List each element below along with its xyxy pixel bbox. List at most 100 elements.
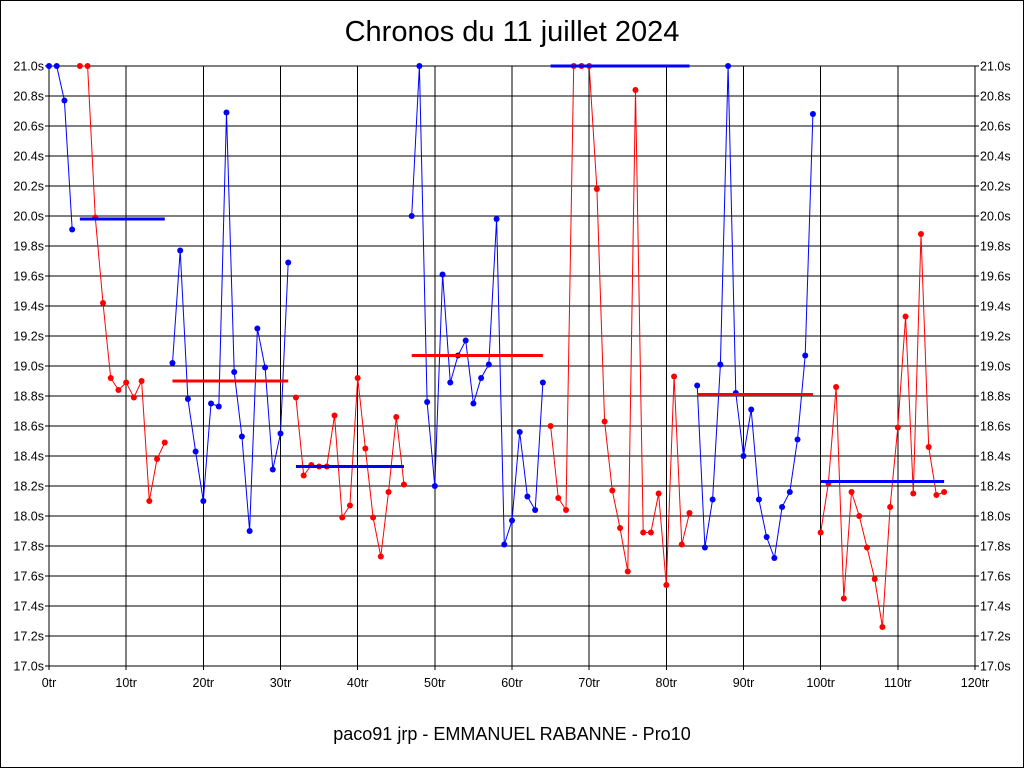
lap-time-point xyxy=(879,624,886,630)
lap-time-point xyxy=(516,429,523,435)
y-tick-label-right: 18.6s xyxy=(980,420,1011,434)
lap-time-point xyxy=(532,507,539,513)
y-tick-label-left: 20.4s xyxy=(13,150,44,164)
x-tick-label: 100tr xyxy=(806,676,835,690)
y-tick-label-left: 20.0s xyxy=(13,210,44,224)
lap-time-point xyxy=(902,313,909,320)
y-tick-label-left: 20.6s xyxy=(13,120,44,134)
y-tick-label-left: 17.2s xyxy=(13,630,44,644)
lap-time-point xyxy=(69,226,76,233)
lap-time-line xyxy=(550,65,690,586)
lap-time-point xyxy=(138,378,145,384)
lap-time-point xyxy=(771,555,778,561)
lap-time-point xyxy=(887,504,894,510)
y-tick-label-right: 18.2s xyxy=(980,480,1011,494)
lap-time-point xyxy=(447,379,454,386)
y-tick-label-right: 20.4s xyxy=(980,150,1011,164)
lap-time-point xyxy=(694,382,701,389)
y-tick-label-left: 18.2s xyxy=(13,480,44,494)
lap-time-point xyxy=(130,394,137,401)
x-tick-label: 70tr xyxy=(578,676,600,690)
lap-time-point xyxy=(593,186,600,192)
grid-lines xyxy=(48,65,976,667)
y-tick-label-left: 17.0s xyxy=(13,660,44,674)
lap-time-point xyxy=(779,504,786,510)
lap-time-point xyxy=(647,529,654,536)
lap-time-point xyxy=(755,496,762,503)
lap-time-line xyxy=(79,65,166,502)
lap-time-point xyxy=(192,448,199,455)
y-tick-label-right: 17.2s xyxy=(980,630,1011,644)
y-tick-label-right: 19.6s xyxy=(980,270,1011,284)
lap-time-point xyxy=(292,394,299,401)
lap-time-point xyxy=(848,489,855,495)
x-tick-label: 0tr xyxy=(42,676,57,690)
lap-time-point xyxy=(223,109,230,116)
lap-time-point xyxy=(200,498,207,504)
y-tick-label-left: 19.4s xyxy=(13,300,44,314)
lap-time-point xyxy=(61,97,68,104)
lap-time-point xyxy=(748,406,755,413)
y-tick-label-right: 20.2s xyxy=(980,180,1011,194)
y-tick-label-left: 19.6s xyxy=(13,270,44,284)
lap-time-point xyxy=(493,216,500,222)
y-tick-label-right: 20.8s xyxy=(980,90,1011,104)
lap-time-point xyxy=(169,360,176,366)
lap-time-point xyxy=(154,456,161,462)
lap-time-point xyxy=(863,544,870,551)
lap-time-point xyxy=(393,414,400,420)
lap-time-point xyxy=(917,231,924,237)
y-tick-label-right: 19.8s xyxy=(980,240,1011,254)
lap-time-point xyxy=(563,507,570,513)
lap-time-line xyxy=(820,233,945,628)
lap-time-point xyxy=(763,534,770,540)
lap-time-point xyxy=(539,379,546,386)
y-tick-label-right: 17.6s xyxy=(980,570,1011,584)
lap-time-point xyxy=(941,489,948,495)
lap-time-point xyxy=(547,423,554,429)
lap-time-point xyxy=(53,63,60,69)
y-tick-label-left: 20.2s xyxy=(13,180,44,194)
lap-time-point xyxy=(632,87,639,93)
lap-time-point xyxy=(609,487,616,494)
lap-time-point xyxy=(76,63,83,69)
lap-time-point xyxy=(856,513,863,519)
lap-time-point xyxy=(208,400,215,407)
y-tick-label-right: 18.8s xyxy=(980,390,1011,404)
chart-footer: paco91 jrp - EMMANUEL RABANNE - Pro10 xyxy=(333,724,691,744)
lap-time-point xyxy=(146,498,153,504)
lap-time-point xyxy=(725,63,732,69)
lap-time-line xyxy=(172,112,289,532)
lap-time-point xyxy=(640,529,647,536)
y-tick-label-left: 18.0s xyxy=(13,510,44,524)
lap-time-point xyxy=(462,337,469,344)
x-tick-label: 10tr xyxy=(115,676,137,690)
lap-time-point xyxy=(478,375,485,381)
series-group xyxy=(46,63,948,630)
lap-time-point xyxy=(107,375,114,381)
y-tick-label-left: 19.8s xyxy=(13,240,44,254)
lap-time-point xyxy=(215,403,222,410)
y-tick-label-right: 19.2s xyxy=(980,330,1011,344)
y-tick-label-right: 19.0s xyxy=(980,360,1011,374)
lap-time-line xyxy=(696,65,814,560)
lap-time-point xyxy=(115,387,122,393)
lap-time-point xyxy=(362,445,369,452)
lap-time-point xyxy=(709,496,716,503)
lap-time-point xyxy=(686,510,693,516)
lap-time-point xyxy=(354,375,361,381)
y-tick-label-right: 20.6s xyxy=(980,120,1011,134)
lap-time-point xyxy=(817,529,824,536)
lap-time-point xyxy=(786,489,793,495)
lap-time-point xyxy=(501,541,508,548)
y-tick-label-right: 17.4s xyxy=(980,600,1011,614)
lap-time-point xyxy=(285,259,292,266)
lap-time-point xyxy=(717,361,724,368)
lap-time-point xyxy=(123,379,130,386)
y-tick-label-right: 19.4s xyxy=(980,300,1011,314)
x-tick-label: 20tr xyxy=(193,676,215,690)
y-tick-label-left: 17.8s xyxy=(13,540,44,554)
lap-time-point xyxy=(177,247,184,254)
lap-time-point xyxy=(439,271,446,278)
lap-time-point xyxy=(894,424,901,431)
